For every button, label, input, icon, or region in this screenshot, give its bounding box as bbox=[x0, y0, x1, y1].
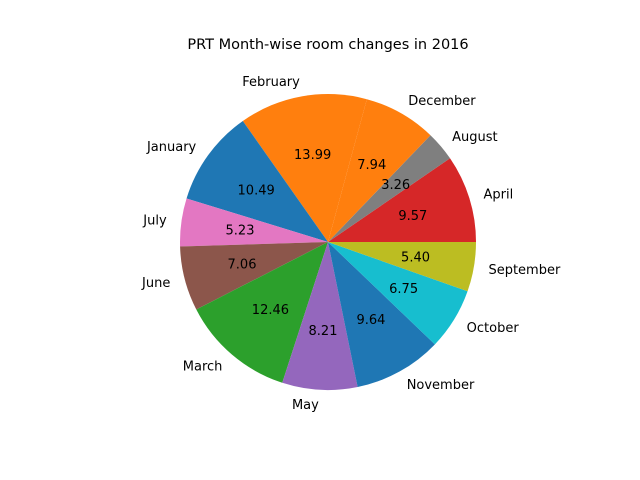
slice-label-december: December bbox=[408, 94, 476, 109]
pie-slice-october bbox=[328, 242, 468, 345]
slice-label-june: June bbox=[141, 276, 170, 291]
slice-label-october: October bbox=[467, 321, 520, 336]
slice-label-july: July bbox=[142, 214, 167, 229]
value-label-may: 8.21 bbox=[309, 324, 338, 339]
slice-label-november: November bbox=[407, 378, 475, 393]
value-label-april: 9.57 bbox=[398, 209, 427, 224]
value-label-february: 13.99 bbox=[294, 148, 331, 163]
value-label-january: 10.49 bbox=[238, 183, 275, 198]
pie-slice-labels: April August December February January July Ju… bbox=[141, 75, 561, 413]
pie-slices bbox=[180, 94, 476, 390]
pie-slice-march bbox=[196, 242, 328, 383]
pie-value-labels: 9.57 3.26 7.94 13.99 10.49 5.23 7.06 12.46 8.21 9… bbox=[226, 148, 430, 339]
pie-slice-june bbox=[180, 242, 328, 310]
value-label-july: 5.23 bbox=[226, 224, 255, 239]
pie-slice-december bbox=[328, 99, 431, 243]
slice-label-february: February bbox=[242, 75, 300, 90]
slice-label-august: August bbox=[452, 130, 498, 145]
pie-slice-january bbox=[186, 120, 328, 242]
slice-label-may: May bbox=[292, 398, 319, 413]
value-label-october: 6.75 bbox=[389, 282, 418, 297]
value-label-november: 9.64 bbox=[356, 313, 385, 328]
value-label-march: 12.46 bbox=[252, 303, 289, 318]
value-label-june: 7.06 bbox=[228, 258, 257, 273]
slice-label-january: January bbox=[146, 140, 197, 155]
pie-slice-september bbox=[328, 242, 476, 292]
pie-slice-february bbox=[242, 94, 367, 242]
slice-label-april: April bbox=[483, 187, 513, 202]
value-label-august: 3.26 bbox=[381, 178, 410, 193]
pie-slice-april bbox=[328, 158, 476, 242]
pie-slice-may bbox=[282, 242, 358, 390]
chart-title: PRT Month-wise room changes in 2016 bbox=[187, 37, 468, 53]
pie-slice-july bbox=[180, 198, 328, 247]
value-label-december: 7.94 bbox=[357, 158, 386, 173]
slice-label-march: March bbox=[183, 359, 223, 374]
pie-slice-november bbox=[328, 242, 435, 387]
pie-slice-august bbox=[328, 135, 451, 242]
value-label-september: 5.40 bbox=[401, 250, 430, 265]
slice-label-september: September bbox=[488, 263, 561, 278]
